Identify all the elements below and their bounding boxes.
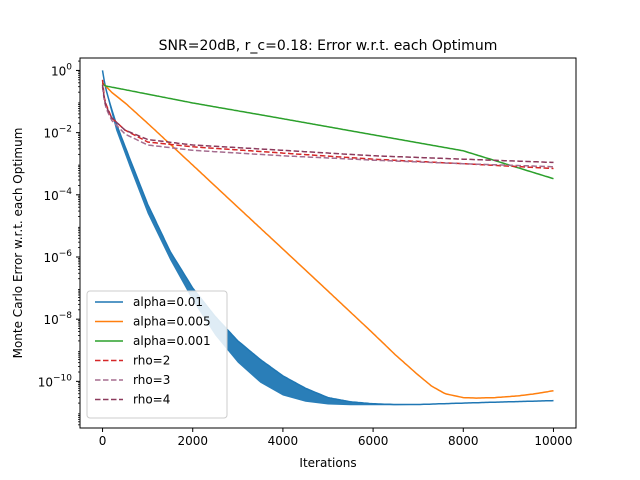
legend-label: rho=2	[133, 354, 170, 368]
legend: alpha=0.01 alpha=0.005 alpha=0.001 rho=2 rho…	[86, 290, 228, 419]
series-line-rho-4	[101, 84, 554, 164]
legend-box	[86, 290, 228, 419]
x-tick-label: 0	[99, 434, 107, 448]
x-axis: 0 2000 4000 6000 8000 10000	[99, 428, 573, 448]
series-line-alpha-0-005	[101, 82, 554, 399]
legend-label: alpha=0.005	[133, 315, 211, 329]
chart-title: SNR=20dB, r_c=0.18: Error w.r.t. each Op…	[159, 38, 498, 54]
y-tick-label: 100	[51, 62, 72, 78]
legend-label: alpha=0.01	[133, 295, 203, 309]
y-tick-label: 10−2	[43, 125, 72, 141]
y-tick-label: 10−4	[43, 187, 72, 203]
series-line-rho-3	[101, 86, 554, 168]
legend-label: rho=4	[133, 393, 170, 407]
x-tick-label: 2000	[177, 434, 208, 448]
y-tick-label: 10−10	[38, 373, 73, 389]
series-line-alpha-0-001	[101, 82, 554, 180]
x-tick-label: 8000	[448, 434, 479, 448]
y-tick-label: 10−8	[43, 311, 72, 327]
x-axis-label: Iterations	[299, 456, 356, 470]
y-axis-label: Monte Carlo Error w.r.t. each Optimum	[11, 128, 25, 359]
y-axis: 10−10 10−8 10−6 10−4 10−2 100	[38, 60, 80, 426]
x-tick-label: 10000	[534, 434, 572, 448]
legend-label: rho=3	[133, 373, 170, 387]
x-tick-label: 4000	[268, 434, 299, 448]
legend-label: alpha=0.001	[133, 334, 211, 348]
axes-frame	[79, 57, 577, 429]
series-line-alpha-0-01	[101, 70, 554, 406]
series-line-rho-2	[101, 79, 554, 170]
y-tick-label: 10−6	[43, 249, 72, 265]
x-tick-label: 6000	[358, 434, 389, 448]
